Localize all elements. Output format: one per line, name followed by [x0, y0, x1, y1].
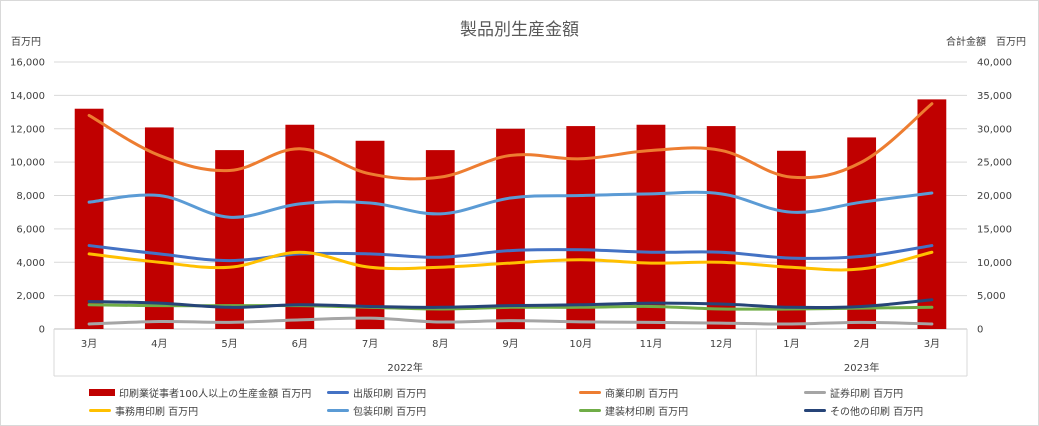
y-left-tick-label: 0 — [39, 325, 45, 336]
chart-legend: 印刷業従事者100人以上の生産金額 百万円 出版印刷 百万円 商業印刷 百万円 証券印… — [89, 385, 1019, 425]
legend-label: 建装材印刷 百万円 — [605, 407, 689, 418]
x-tick-label: 1月 — [783, 338, 799, 350]
legend-label: 包装印刷 百万円 — [353, 407, 427, 418]
legend-swatch — [327, 409, 349, 412]
legend-label: 商業印刷 百万円 — [605, 389, 679, 400]
y-left-tick-label: 8,000 — [16, 191, 45, 202]
y-left-tick-label: 12,000 — [10, 124, 45, 135]
legend-item: 商業印刷 百万円 — [579, 385, 678, 400]
y-left-tick-label: 2,000 — [16, 291, 45, 302]
x-tick-label: 8月 — [432, 338, 448, 350]
bar — [566, 126, 596, 329]
x-group-label: 2023年 — [844, 361, 879, 374]
legend-item: 印刷業従事者100人以上の生産金額 百万円 — [89, 385, 311, 400]
series-line — [87, 102, 934, 181]
series-line — [87, 250, 934, 272]
legend-swatch — [89, 389, 115, 396]
chart-title: 製品別生産金額 — [460, 20, 579, 40]
legend-swatch — [327, 391, 349, 394]
bar — [847, 137, 877, 329]
y-right-tick-label: 20,000 — [977, 191, 1012, 202]
bar — [706, 126, 736, 329]
x-tick-label: 9月 — [502, 338, 518, 350]
bar — [636, 124, 666, 330]
legend-swatch — [579, 409, 601, 412]
y-right-tick-label: 5,000 — [977, 291, 1006, 302]
y-left-tick-label: 14,000 — [10, 91, 45, 102]
bar — [777, 150, 806, 329]
y-right-tick-label: 40,000 — [977, 58, 1012, 69]
x-group-label: 2022年 — [387, 361, 422, 374]
bar — [285, 124, 315, 330]
y-left-tick-label: 10,000 — [10, 158, 45, 169]
legend-label: 証券印刷 百万円 — [830, 389, 904, 400]
legend-item: 事務用印刷 百万円 — [89, 403, 198, 418]
x-tick-label: 10月 — [569, 338, 592, 350]
series-line — [87, 298, 934, 310]
x-tick-label: 2月 — [853, 338, 869, 350]
x-tick-label: 4月 — [151, 338, 167, 350]
left-axis-unit: 百万円 — [11, 37, 41, 48]
bar — [355, 140, 385, 329]
series-line — [87, 190, 934, 219]
legend-swatch — [804, 391, 826, 394]
y-right-tick-label: 15,000 — [977, 224, 1012, 235]
x-tick-label: 11月 — [640, 338, 663, 350]
y-left-tick-label: 16,000 — [10, 58, 45, 69]
bar — [425, 150, 455, 329]
legend-label: その他の印刷 百万円 — [830, 407, 924, 418]
bar — [917, 99, 947, 329]
legend-label: 事務用印刷 百万円 — [115, 407, 199, 418]
bar — [74, 108, 104, 329]
x-tick-label: 12月 — [710, 338, 733, 350]
y-left-tick-label: 6,000 — [16, 224, 45, 235]
legend-item: 出版印刷 百万円 — [327, 385, 426, 400]
legend-item: 建装材印刷 百万円 — [579, 403, 688, 418]
bar — [496, 128, 525, 329]
legend-swatch — [579, 391, 601, 394]
legend-label: 印刷業従事者100人以上の生産金額 百万円 — [119, 389, 312, 400]
y-left-tick-label: 4,000 — [16, 258, 45, 269]
y-right-tick-label: 0 — [977, 325, 983, 336]
series-line — [87, 303, 934, 311]
right-axis-unit: 合計金額 百万円 — [946, 37, 1026, 48]
x-tick-label: 7月 — [362, 338, 378, 350]
legend-item: 証券印刷 百万円 — [804, 385, 903, 400]
y-right-tick-label: 10,000 — [977, 258, 1012, 269]
series-line — [87, 316, 934, 326]
y-right-tick-label: 25,000 — [977, 158, 1012, 169]
x-tick-label: 3月 — [924, 338, 940, 350]
bar — [144, 127, 174, 329]
y-right-tick-label: 35,000 — [977, 91, 1012, 102]
x-tick-label: 5月 — [221, 338, 237, 350]
x-tick-label: 6月 — [292, 338, 308, 350]
x-tick-label: 3月 — [81, 338, 97, 350]
bar — [215, 150, 244, 329]
legend-item: その他の印刷 百万円 — [804, 403, 923, 418]
legend-swatch — [804, 409, 826, 412]
legend-swatch — [89, 409, 111, 412]
legend-item: 包装印刷 百万円 — [327, 403, 426, 418]
series-line — [87, 244, 934, 263]
y-right-tick-label: 30,000 — [977, 124, 1012, 135]
legend-label: 出版印刷 百万円 — [353, 389, 427, 400]
